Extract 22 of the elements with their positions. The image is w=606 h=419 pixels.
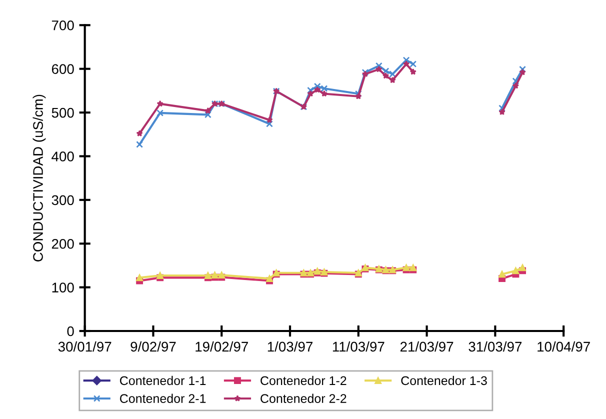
y-tick-label: 200 (52, 238, 74, 249)
y-axis-title: CONDUCTIVIDAD (uS/cm) (32, 94, 46, 262)
legend-label: Contenedor 1-3 (401, 376, 487, 386)
x-tick-label: 11/03/97 (332, 341, 384, 352)
legend-label: Contenedor 2-2 (260, 394, 346, 403)
y-tick-label: 700 (52, 20, 74, 30)
y-tick-label: 500 (52, 108, 74, 118)
x-tick-label: 21/03/97 (400, 341, 454, 352)
y-tick-label: 300 (52, 195, 74, 206)
legend-label: Contenedor 1-2 (260, 376, 346, 386)
y-tick-label: 400 (52, 152, 74, 162)
x-tick-label: 9/02/97 (130, 341, 176, 352)
x-tick-label: 31/03/97 (468, 341, 522, 352)
x-tick-label: 10/04/97 (538, 341, 590, 352)
y-tick-label: 600 (52, 64, 74, 74)
y-tick-label: 100 (52, 282, 74, 292)
legend-label: Contenedor 1-1 (120, 376, 206, 386)
x-tick-label: 1/03/97 (268, 341, 312, 352)
x-tick-label: 19/02/97 (196, 341, 248, 352)
y-tick-label: 0 (67, 326, 74, 336)
x-tick-label: 30/01/97 (58, 341, 112, 352)
legend-label: Contenedor 2-1 (120, 394, 206, 403)
